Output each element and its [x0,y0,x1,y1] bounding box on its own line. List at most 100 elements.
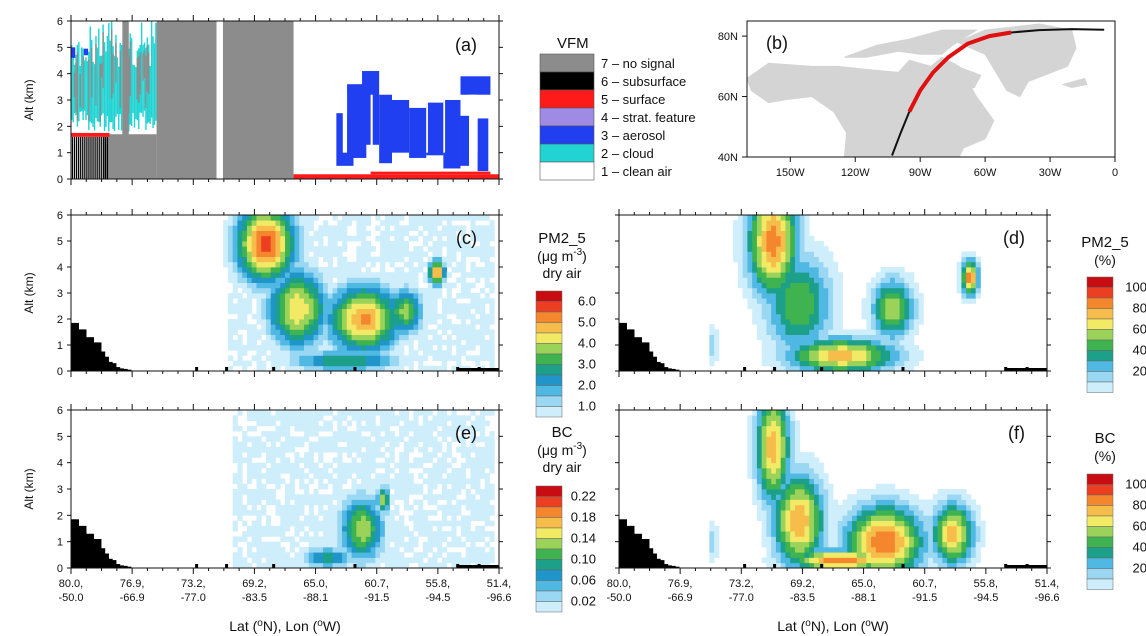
field-cell [299,355,305,361]
y-tick-label: 2 [57,314,63,326]
field-cell [918,552,924,558]
field-cell [337,457,343,464]
field-cell [818,489,824,495]
field-cell [446,225,452,231]
field-cell [790,225,796,231]
field-cell [342,256,348,263]
vfm-cell [116,57,119,115]
field-cell [809,452,815,458]
field-cell [479,345,486,351]
field-cell [780,225,786,231]
field-cell [475,215,481,221]
field-cell [408,287,414,294]
field-cell [299,313,305,320]
field-cell [432,446,438,453]
field-cell [790,251,796,257]
field-cell [313,441,319,448]
field-cell [375,536,381,543]
field-cell [747,298,753,304]
field-cell [427,272,433,278]
field-cell [890,339,896,346]
field-cell [375,329,381,335]
field-cell [875,515,881,521]
field-cell [270,220,276,226]
field-cell [475,272,481,278]
field-cell [332,334,338,341]
field-cell [308,525,314,532]
field-cell [403,467,410,474]
field-cell [413,515,419,521]
field-cell [389,536,395,543]
field-cell [799,467,805,474]
field-cell [885,510,891,516]
field-cell [237,220,243,226]
field-cell [399,531,405,537]
field-cell [460,350,467,356]
field-cell [265,520,272,527]
field-cell [446,425,452,432]
field-cell [275,256,281,263]
field-cell [275,504,281,511]
field-cell [785,334,791,341]
field-cell [437,541,443,548]
field-cell [918,562,924,569]
y-tick-label: 0 [57,366,63,378]
field-cell [809,319,815,325]
field-cell [956,536,962,543]
field-cell [394,272,400,278]
field-cell [799,557,805,564]
field-cell [299,235,305,242]
field-cell [904,546,910,553]
field-cell [356,473,362,479]
field-cell [794,350,801,356]
field-cell [484,452,490,458]
field-cell [304,536,310,543]
terrain-cell [458,368,499,371]
field-cell [489,272,495,278]
field-cell [747,277,753,283]
field-cell [384,420,391,427]
field-cell [775,235,782,242]
field-cell [289,446,295,453]
field-cell [294,515,300,521]
field-cell [427,235,433,242]
field-cell [332,298,338,304]
field-cell [871,339,877,346]
field-cell [885,319,891,325]
field-cell [227,319,234,325]
field-cell [823,251,829,257]
field-cell [346,557,352,564]
field-cell [375,562,381,569]
field-cell [918,557,924,564]
field-cell [956,562,962,569]
field-cell [427,546,433,553]
field-cell [709,360,715,367]
field-cell [422,329,429,335]
field-cell [861,536,867,543]
field-cell [709,345,715,351]
field-cell [771,293,777,299]
field-cell [399,345,405,351]
field-cell [351,483,357,490]
field-cell [308,329,314,335]
field-cell [932,510,939,516]
field-cell [265,334,272,341]
x-tick-label-lon: -88.1 [303,592,328,604]
field-cell [771,313,777,320]
field-cell [446,230,452,237]
field-cell [346,308,352,315]
field-cell [384,473,391,479]
field-cell [251,462,257,469]
field-cell [227,308,234,315]
field-cell [285,246,291,252]
field-cell [289,293,295,299]
field-cell [289,313,295,320]
field-cell [313,339,319,346]
field-cell [441,531,448,537]
field-cell [256,345,262,351]
field-cell [799,329,805,335]
field-cell [880,483,886,490]
field-cell [742,235,748,242]
field-cell [823,287,829,294]
field-cell [899,525,905,532]
